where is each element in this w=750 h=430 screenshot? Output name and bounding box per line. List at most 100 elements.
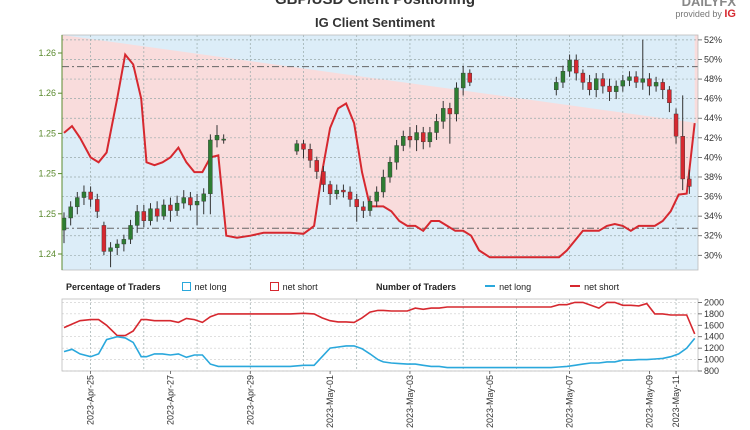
legend-number: Number of Traders net long net short: [376, 282, 619, 296]
candle-body: [454, 87, 459, 115]
candle-body: [441, 108, 446, 122]
candle-body: [680, 136, 685, 180]
traders-tick-label: 1200: [704, 343, 724, 353]
candle-body: [81, 191, 87, 198]
candle-body: [168, 204, 173, 211]
x-date-label: 2023-Apr-25: [86, 375, 96, 425]
candle-body: [221, 138, 226, 141]
percent-tick-label: 50%: [704, 54, 722, 64]
price-tick-label: 1.26: [38, 88, 56, 98]
legend-pct-title: Percentage of Traders: [66, 282, 161, 292]
legend-percentage: Percentage of Traders net long net short: [66, 282, 318, 296]
x-date-label: 2023-May-01: [325, 375, 335, 428]
candle-body: [101, 225, 107, 252]
candle-body: [188, 197, 193, 206]
traders-tick-label: 2000: [704, 297, 724, 307]
price-tick-label: 1.25: [38, 128, 56, 138]
candle-body: [627, 76, 632, 81]
candle-body: [414, 132, 419, 141]
traders-tick-label: 1800: [704, 309, 724, 319]
candle-body: [327, 184, 333, 195]
candle-body: [148, 208, 153, 221]
candle-body: [194, 201, 200, 206]
legend-num-long-line: [485, 285, 496, 287]
candle-body: [633, 76, 639, 83]
chart-subtitle: IG Client Sentiment: [315, 15, 435, 30]
net-long-count-line: [63, 335, 696, 369]
percent-tick-label: 32%: [704, 231, 722, 241]
candle-body: [594, 78, 599, 91]
candle-body: [61, 217, 67, 231]
x-date-label-group: 2023-May-09: [644, 375, 654, 428]
candle-body: [587, 82, 592, 91]
candle-body: [447, 108, 453, 115]
candle-body: [421, 132, 426, 143]
price-tick-label: 1.24: [38, 249, 56, 259]
x-date-label-group: 2023-May-05: [485, 375, 495, 428]
candle-body: [174, 202, 180, 211]
x-date-label-group: 2023-May-07: [565, 375, 575, 428]
candle-body: [95, 199, 100, 212]
traders-tick-label: 800: [704, 366, 719, 376]
candle-body: [647, 78, 652, 87]
traders-tick-label: 1000: [704, 355, 724, 365]
percent-tick-label: 40%: [704, 152, 722, 162]
candle-body: [347, 191, 353, 200]
x-date-label: 2023-Apr-29: [245, 375, 255, 425]
candle-body: [68, 206, 73, 219]
candle-body: [108, 247, 113, 252]
percent-tick-label: 36%: [704, 192, 722, 202]
candle-body: [567, 59, 572, 72]
net-short-percentage-line: [63, 52, 696, 259]
candle-body: [354, 199, 359, 208]
candle-body: [334, 189, 339, 195]
legend-pct-long-label: net long: [194, 282, 227, 292]
short-area-left-edge: [62, 35, 64, 133]
candle-body: [201, 193, 206, 202]
candle-body: [407, 136, 413, 141]
candle-body: [88, 191, 93, 200]
candle-body: [374, 191, 379, 202]
candle-body: [607, 85, 612, 92]
candle-body: [314, 160, 319, 172]
candle-body: [121, 239, 127, 245]
candle-body: [214, 135, 220, 141]
candle-body: [294, 143, 300, 152]
net-short-count-line: [63, 301, 696, 337]
candle-body: [660, 82, 665, 91]
candle-body: [75, 197, 80, 208]
x-date-label: 2023-Apr-27: [165, 375, 175, 425]
traders-plot-frame: [61, 298, 699, 372]
x-date-label-group: 2023-May-11: [671, 375, 681, 427]
candle-body: [181, 197, 186, 204]
candle-body: [687, 178, 692, 187]
legend-num-short-label: net short: [584, 282, 620, 292]
candle-body: [401, 136, 406, 146]
brand-provided-text: provided by: [675, 9, 722, 19]
candle-body: [381, 176, 386, 193]
candle-body: [613, 85, 619, 92]
percent-tick-label: 42%: [704, 133, 722, 143]
candle-body: [161, 204, 166, 217]
sentiment-price-chart: 1.24 1.25 1.25 1.25 1.26 1.26 30% 32% 34% 36% 38% 4…: [38, 34, 722, 271]
legend-num-long-label: net long: [499, 282, 532, 292]
legend-pct-short-label: net short: [282, 282, 318, 292]
price-tick-label: 1.25: [38, 209, 56, 219]
x-date-label-group: 2023-May-03: [405, 375, 415, 428]
candle-body: [134, 211, 140, 226]
percent-tick-label: 46%: [704, 94, 722, 104]
candle-body: [574, 59, 579, 74]
candle-body: [434, 121, 439, 133]
percent-tick-label: 44%: [704, 113, 722, 123]
candle-body: [321, 171, 326, 185]
x-date-label-group: 2023-Apr-29: [245, 375, 255, 425]
candle-body: [141, 211, 147, 221]
candle-body: [620, 80, 626, 87]
ig-logo: IG: [724, 8, 736, 20]
legend-num-short-line: [570, 285, 581, 287]
legend-num-title: Number of Traders: [376, 282, 457, 292]
candle-body: [307, 149, 313, 161]
candle-body: [367, 201, 373, 211]
candle-body: [341, 189, 346, 193]
